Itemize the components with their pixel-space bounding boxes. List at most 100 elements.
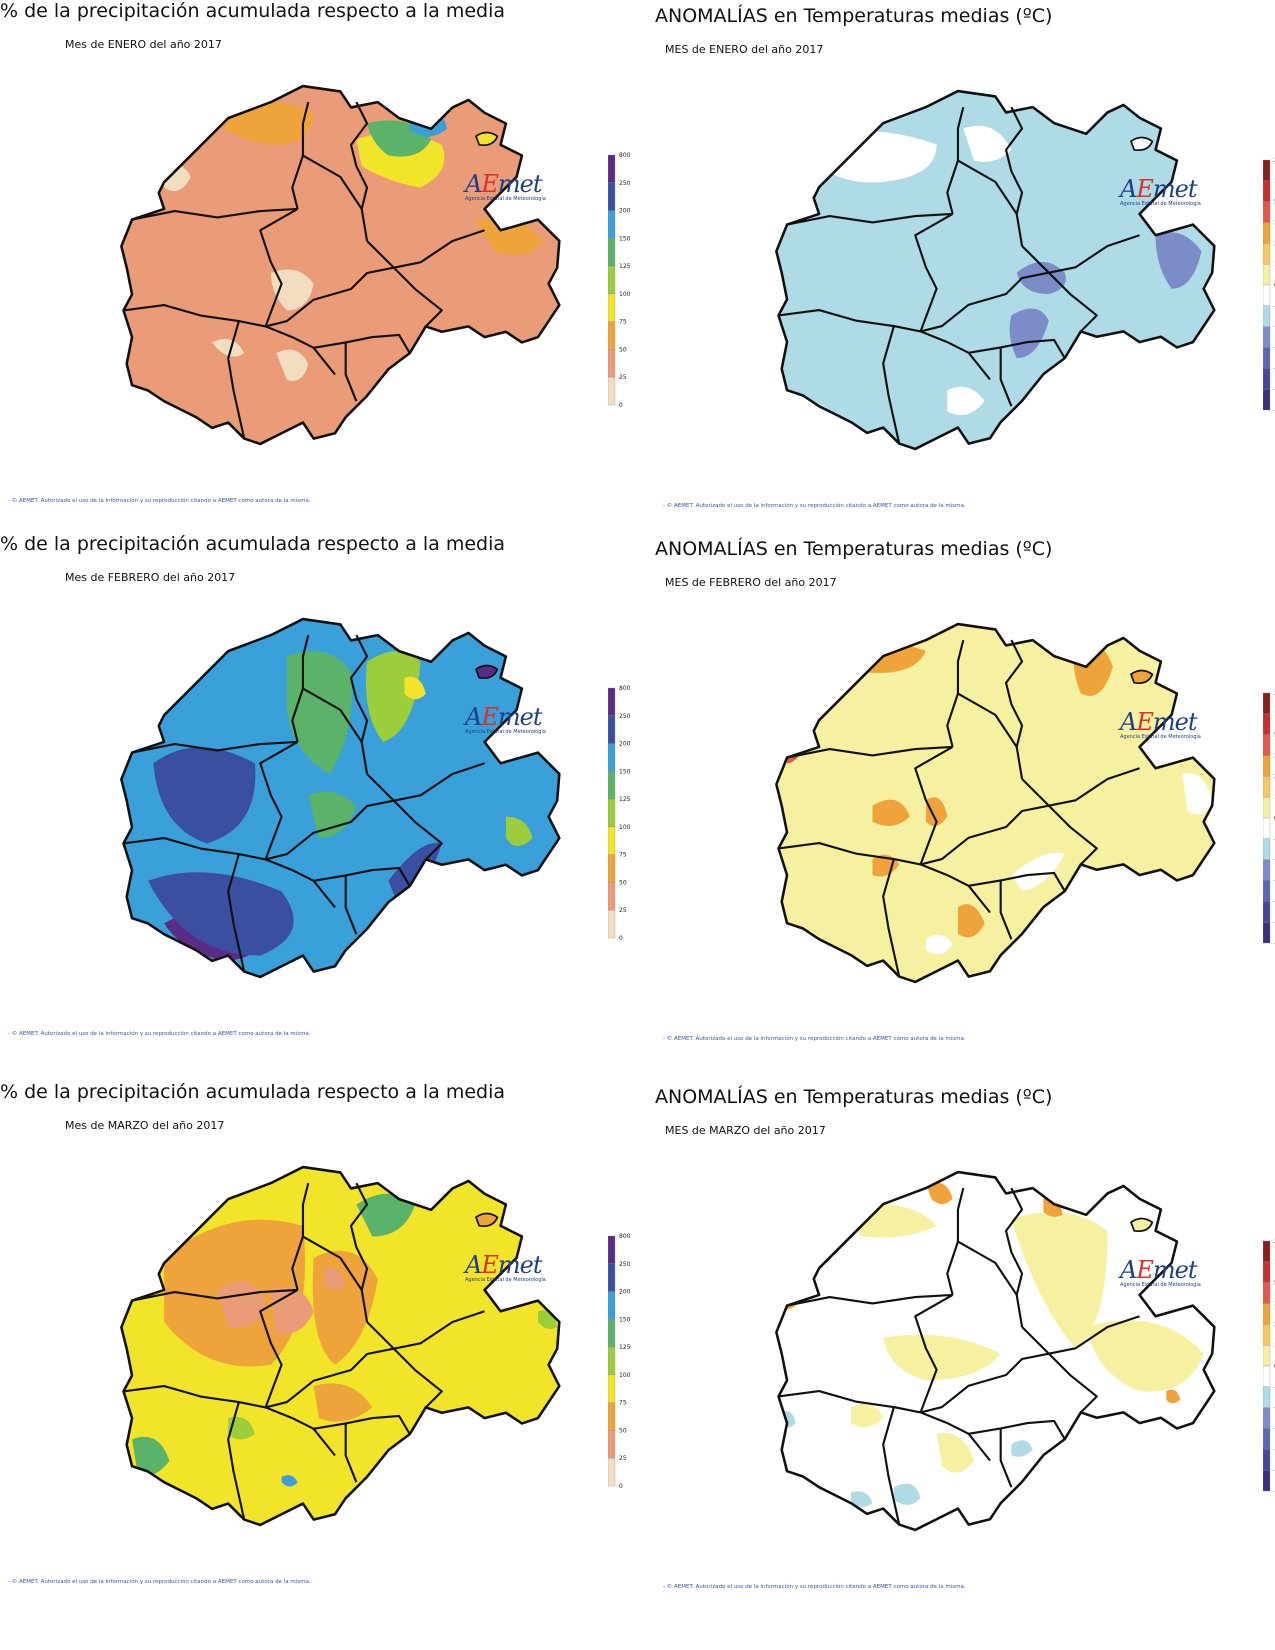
anomaly-area [851,1491,873,1507]
anomaly-area [473,218,544,256]
legend-swatch [1263,1449,1271,1471]
legend-label: 200 [619,741,631,748]
anomaly-area [404,676,426,700]
anomaly-area [148,872,294,956]
legend-swatch [608,826,616,855]
legend-swatch [608,238,616,267]
province-border [1021,767,1140,807]
panel-subtitle: MES de FEBRERO del año 2017 [665,576,837,589]
legend-swatch [608,349,616,378]
anomaly-area [313,1383,373,1422]
anomaly-area [893,1483,921,1505]
anomaly-area [808,124,841,143]
map-svg [775,622,1216,984]
legend-swatch [1263,326,1271,348]
legend-swatch [608,210,616,239]
province-border [1047,271,1098,333]
region-outline [120,617,561,979]
province-border [968,1419,1066,1440]
province-border [313,333,411,354]
province-border [259,1288,299,1408]
legend-swatch [608,182,616,211]
legend-swatch [608,1319,616,1348]
legend-swatch [1263,1345,1271,1367]
map-panel-precip-febrero: % de la precipitación acumulada respecto… [0,533,631,1073]
anomaly-area [925,934,953,955]
anomaly-area [925,1181,953,1205]
province-border [882,1406,901,1525]
legend-label: 200 [619,208,631,215]
province-border [265,1347,394,1409]
copyright-note: - © AEMET. Autorizado el uso de la infor… [663,1584,966,1590]
legend-swatch [1263,305,1271,327]
map-panel-temp-enero: ANOMALÍAS en Temperaturas medias (ºC) MES… [655,5,1275,545]
legend-swatch [608,293,616,322]
panel-title: % de la precipitación acumulada respecto… [0,533,506,555]
copyright-note: - © AEMET. Autorizado el uso de la infor… [8,1579,311,1585]
enclave-island [1129,1217,1154,1233]
anomaly-area [1155,232,1202,289]
province-border [1004,639,1024,748]
legend-swatch [1263,264,1271,286]
anomaly-area [324,1267,346,1290]
map-panel-temp-marzo: ANOMALÍAS en Temperaturas medias (ºC) MES… [655,1086,1275,1626]
legend-label: 0 [619,1483,623,1490]
legend-swatch [1263,389,1271,411]
legend-label: 50 [619,1427,627,1434]
legend-swatch [608,1291,616,1320]
legend-swatch [1263,347,1271,369]
province-border [265,1406,336,1457]
region-map [100,608,570,988]
province-border [392,266,443,328]
legend-label: 50 [619,879,627,886]
province-border [957,1240,1024,1328]
province-border [302,1235,369,1323]
legend-swatch [1263,1470,1271,1492]
aemet-logo: AEmet Agencia Estatal de Meteorología [1120,708,1201,740]
map-svg [120,1165,561,1527]
enclave-island [1129,136,1154,152]
map-svg [775,1170,1216,1532]
legend-label: 125 [619,796,631,803]
province-border [882,325,901,444]
province-border [366,762,485,802]
legend-swatch [1263,243,1271,265]
province-border [946,639,965,748]
color-legend: 201053210-1-2-3-5-10-20 [1263,1236,1275,1498]
panel-subtitle: Mes de MARZO del año 2017 [65,1119,225,1132]
legend-label: 800 [619,152,631,159]
enclave-island [474,1212,499,1228]
region-outline [120,84,561,446]
province-border [778,1389,921,1414]
legend-swatch [1263,880,1271,902]
region-map [100,75,570,455]
province-border [123,303,266,328]
legend-swatch [608,1402,616,1431]
anomaly-area [925,797,948,826]
province-border [123,836,266,861]
legend-swatch [1263,368,1271,390]
legend-label: 150 [619,235,631,242]
legend-label: 150 [619,768,631,775]
color-legend: 800 250 200 150 125 100 75 50 25 0 [608,683,638,945]
anomaly-area [963,125,1012,162]
panel-subtitle: MES de ENERO del año 2017 [665,43,824,56]
province-border [914,745,954,865]
province-border [265,799,394,861]
anomaly-area [270,269,314,311]
legend-swatch [1263,284,1271,306]
legend-label: 100 [619,824,631,831]
province-border [265,325,336,376]
aemet-logo: AEmet Agencia Estatal de Meteorología [465,703,546,735]
province-border [968,871,1066,892]
legend-label: 250 [619,713,631,720]
anomaly-area [228,1417,255,1440]
province-border [265,266,394,328]
enclave-island [1129,669,1154,685]
anomaly-area [1182,772,1213,815]
legend-swatch [1263,1303,1271,1325]
legend-swatch [1263,901,1271,923]
province-border [946,1187,965,1296]
legend-swatch [1263,1386,1271,1408]
legend-swatch [1263,713,1271,735]
